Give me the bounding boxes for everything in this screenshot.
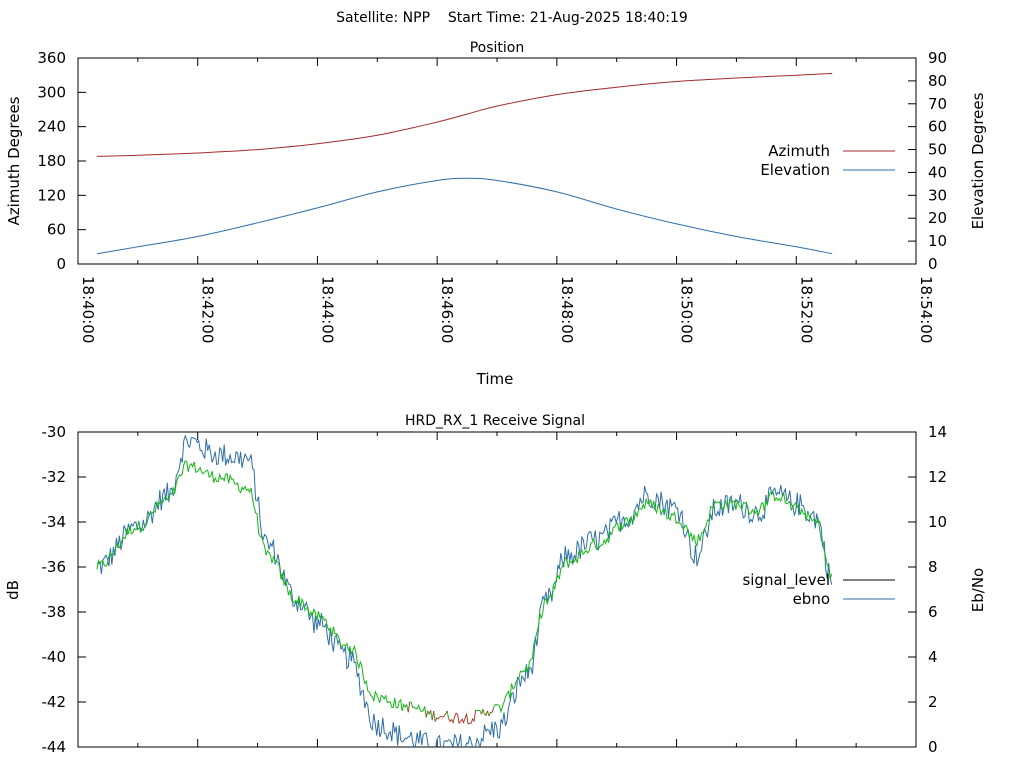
signal-y-tick-label: -44	[42, 738, 67, 756]
legend-label-azimuth: Azimuth	[768, 142, 830, 160]
legend-label-elevation: Elevation	[760, 161, 830, 179]
signal-chart: HRD_RX_1 Receive Signal -30-32-34-36-38-…	[4, 413, 987, 756]
position-y-tick-label: 0	[56, 255, 66, 273]
signal-traces	[96, 434, 833, 747]
position-x-tick-label: 18:52:00	[797, 276, 815, 343]
signal-y-tick-label: -30	[42, 423, 67, 441]
legend-label-ebno: ebno	[793, 590, 830, 608]
signal-y2-tick-label: 2	[928, 693, 938, 711]
position-series	[96, 72, 833, 255]
position-y-tick-label: 120	[37, 186, 66, 204]
position-x-tick-label: 18:54:00	[917, 276, 935, 343]
position-y-tick-label: 300	[37, 83, 66, 101]
position-x-tick-label: 18:42:00	[199, 276, 217, 343]
signal-y-axis-label: dB	[4, 580, 22, 600]
signal-level-line	[96, 460, 833, 722]
signal-series	[96, 434, 833, 747]
signal-legend: signal_level ebno	[742, 571, 895, 608]
position-x-tick-label: 18:48:00	[558, 276, 576, 343]
position-y2-tick-label: 20	[928, 209, 947, 227]
signal-y-tick-label: -36	[42, 558, 67, 576]
azimuth-line	[96, 72, 833, 157]
position-y2-tick-label: 50	[928, 141, 947, 159]
position-axis-ticks	[77, 57, 917, 265]
position-y2-tick-label: 80	[928, 72, 947, 90]
signal-y-tick-label: -40	[42, 648, 67, 666]
signal-y2-tick-label: 0	[928, 738, 938, 756]
signal-axis-labels: -30 -32 -34 -36 -38 -40 -42 -44 0 2 4 6 8 10 12 14	[42, 423, 948, 756]
position-y2-axis-label: Elevation Degrees	[969, 92, 987, 229]
signal-y2-axis-label: Eb/No	[969, 568, 987, 612]
signal-y2-tick-label: 14	[928, 423, 947, 441]
position-x-tick-label: 18:46:00	[438, 276, 456, 343]
position-y2-tick-label: 70	[928, 95, 947, 113]
position-axis-labels: 18:40:00 18:42:00 18:44:00 18:46:00 18:48:00…	[37, 49, 947, 343]
signal-level-line-low	[407, 701, 494, 725]
signal-y2-tick-label: 6	[928, 603, 938, 621]
position-y-tick-label: 60	[47, 221, 66, 239]
position-y2-tick-label: 30	[928, 186, 947, 204]
position-x-tick-label: 18:44:00	[318, 276, 336, 343]
position-y-tick-label: 360	[37, 49, 66, 67]
position-y-tick-label: 180	[37, 152, 66, 170]
signal-y-tick-label: -34	[42, 513, 67, 531]
figure-title: Satellite: NPP Start Time: 21-Aug-2025 1…	[336, 10, 688, 26]
signal-y2-tick-label: 8	[928, 558, 938, 576]
signal-y2-tick-label: 12	[928, 468, 947, 486]
signal-y-tick-label: -42	[42, 693, 67, 711]
position-x-tick-label: 18:50:00	[678, 276, 696, 343]
position-y2-tick-label: 0	[928, 255, 938, 273]
signal-axis-ticks	[77, 431, 917, 748]
position-y2-tick-label: 90	[928, 49, 947, 67]
signal-chart-title: HRD_RX_1 Receive Signal	[405, 413, 585, 429]
signal-y2-tick-label: 4	[928, 648, 938, 666]
signal-y-tick-label: -38	[42, 603, 67, 621]
position-y2-tick-label: 40	[928, 163, 947, 181]
position-y-axis-label: Azimuth Degrees	[5, 96, 23, 225]
position-chart: Position 18:40:00 18:42:00 18:44:00 18:46:0…	[5, 40, 987, 388]
signal-y-tick-label: -32	[42, 468, 67, 486]
signal-y2-tick-label: 10	[928, 513, 947, 531]
signal-plot-frame	[77, 431, 917, 748]
position-x-tick-label: 18:40:00	[79, 276, 97, 343]
position-y-tick-label: 240	[37, 118, 66, 136]
position-legend: Azimuth Elevation	[760, 142, 895, 179]
elevation-line	[96, 177, 833, 255]
legend-label-signal-level: signal_level	[742, 571, 830, 590]
position-y2-tick-label: 10	[928, 232, 947, 250]
position-x-axis-label: Time	[476, 370, 514, 388]
ebno-line	[96, 434, 833, 747]
position-chart-title: Position	[470, 40, 525, 56]
position-y2-tick-label: 60	[928, 118, 947, 136]
